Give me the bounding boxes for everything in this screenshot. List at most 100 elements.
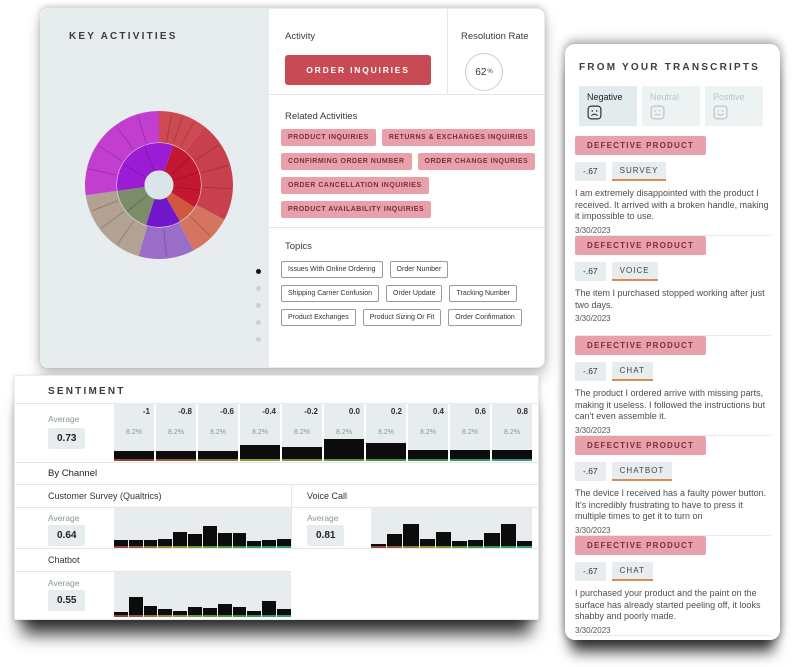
- histogram-column: [262, 508, 277, 548]
- transcript-topic-chip[interactable]: DEFECTIVE PRODUCT: [575, 436, 707, 455]
- sunburst-segment[interactable]: [146, 197, 180, 227]
- histogram-column: -0.6 8.2%: [198, 403, 238, 461]
- histogram-column: [277, 508, 291, 548]
- sunburst-segment[interactable]: [163, 145, 201, 208]
- sunburst-segment[interactable]: [159, 111, 205, 152]
- topic-pill[interactable]: Order Confirmation: [448, 309, 522, 326]
- axis-tick-label: -0.4: [262, 407, 276, 416]
- topic-pill[interactable]: Order Update: [386, 285, 443, 302]
- carousel-dot[interactable]: [256, 303, 261, 308]
- tab-positive[interactable]: Positive: [705, 86, 763, 126]
- topic-pill[interactable]: Tracking Number: [449, 285, 517, 302]
- carousel-dot[interactable]: [256, 320, 261, 325]
- channel-name-survey: Customer Survey (Qualtrics): [48, 491, 162, 501]
- histogram-column: 0.2 8.2%: [366, 403, 406, 461]
- axis-tick-label: 0.8: [516, 407, 528, 416]
- related-activity-pill[interactable]: PRODUCT INQUIRIES: [281, 129, 376, 146]
- sunburst-segment[interactable]: [117, 187, 155, 225]
- carousel-dot[interactable]: [256, 269, 261, 274]
- carousel-dot[interactable]: [256, 286, 261, 291]
- histogram-bar-color-strip: [217, 546, 232, 548]
- transcript-topic-chip[interactable]: DEFECTIVE PRODUCT: [575, 336, 707, 355]
- histogram-bar-color-strip: [419, 546, 435, 548]
- topic-pill[interactable]: Product Exchanges: [281, 309, 356, 326]
- sunburst-segment[interactable]: [117, 142, 174, 191]
- topic-pill[interactable]: Shipping Carrier Confusion: [281, 285, 380, 302]
- histogram-bar-color-strip: [492, 459, 532, 461]
- related-activity-pill[interactable]: ORDER CHANGE INQURIES: [417, 153, 536, 170]
- histogram-column: [158, 572, 173, 617]
- sunburst-segment-divider: [98, 145, 123, 162]
- activities-sunburst-chart[interactable]: [83, 109, 235, 261]
- related-activity-pill[interactable]: CONFIRMING ORDER NUMBER: [281, 153, 412, 170]
- histogram-bar-color-strip: [128, 615, 143, 617]
- divider: [269, 227, 544, 228]
- sunburst-segment-divider: [166, 114, 172, 142]
- channel-badge: VOICE: [611, 262, 658, 281]
- histogram-bar-color-strip: [173, 615, 188, 617]
- related-activity-pill[interactable]: ORDER CANCELLATION INQUIRIES: [281, 177, 429, 194]
- divider: [15, 571, 291, 572]
- transcript-text: I purchased your product and the paint o…: [575, 588, 761, 622]
- sunburst-segment-divider: [88, 168, 117, 176]
- histogram-column: -1 8.2%: [114, 403, 154, 461]
- sunburst-segment-divider: [179, 121, 195, 147]
- tab-neutral[interactable]: Neutral: [642, 86, 700, 126]
- by-channel-label: By Channel: [48, 468, 98, 479]
- tab-label: Negative: [587, 92, 623, 102]
- sunburst-segment[interactable]: [166, 192, 195, 222]
- sunburst-segment[interactable]: [138, 222, 194, 259]
- average-label: Average: [48, 578, 80, 588]
- sunburst-segment[interactable]: [185, 126, 234, 220]
- sentiment-score-badge: -.67: [575, 462, 606, 481]
- order-inquiries-button[interactable]: ORDER INQUIRIES: [285, 55, 431, 85]
- histogram-bar-color-strip: [114, 546, 128, 548]
- sunburst-segment[interactable]: [178, 204, 225, 251]
- histogram-bar: [217, 533, 232, 546]
- sunburst-segment-divider: [189, 215, 211, 237]
- histogram-bar-color-strip: [262, 546, 277, 548]
- transcript-topic-chip[interactable]: DEFECTIVE PRODUCT: [575, 136, 707, 155]
- related-activity-pill[interactable]: RETURNS & EXCHANGES INQUIRIES: [381, 129, 536, 146]
- histogram-bar: [156, 451, 196, 459]
- histogram-bar: [277, 539, 291, 546]
- sunburst-segment-divider: [201, 164, 229, 174]
- histogram-bar: [247, 611, 262, 615]
- sunburst-segment-divider: [172, 116, 183, 144]
- bin-percent-label: 8.2%: [252, 429, 268, 436]
- sunburst-segment[interactable]: [85, 111, 159, 196]
- sentiment-score-badge: -.67: [575, 562, 606, 581]
- topic-pill[interactable]: Order Number: [389, 261, 449, 278]
- histogram-bar: [468, 540, 484, 546]
- histogram-bar: [232, 607, 247, 615]
- topic-pill[interactable]: Product Sizing Or Fit: [362, 309, 442, 326]
- survey-histogram: [114, 508, 291, 548]
- transcript-topic-chip[interactable]: DEFECTIVE PRODUCT: [575, 536, 707, 555]
- histogram-column: [403, 508, 419, 548]
- histogram-bar-color-strip: [387, 546, 403, 548]
- resolution-rate-unit: %: [487, 69, 493, 75]
- histogram-bar: [158, 609, 173, 615]
- transcript-card: DEFECTIVE PRODUCT -.67 VOICE The item I pur…: [575, 236, 771, 336]
- chatbot-histogram: [114, 572, 291, 617]
- bin-percent-label: 8.2%: [420, 429, 436, 436]
- sunburst-segment[interactable]: [85, 190, 148, 257]
- sentiment-score-badge: -.67: [575, 162, 606, 181]
- histogram-bar-color-strip: [484, 546, 500, 548]
- sunburst-segment-divider: [144, 146, 154, 171]
- transcript-topic-chip[interactable]: DEFECTIVE PRODUCT: [575, 236, 707, 255]
- transcript-badges: -.67 CHAT: [575, 362, 653, 381]
- transcript-badges: -.67 VOICE: [575, 262, 658, 281]
- related-activity-pill[interactable]: PRODUCT AVAILABILITY INQUIRIES: [281, 201, 432, 218]
- sunburst-segment-divider: [163, 228, 167, 257]
- tab-negative[interactable]: Negative: [579, 86, 637, 126]
- histogram-bar: [188, 607, 202, 615]
- sentiment-distribution-histogram: -1 8.2% -0.8 8.2% -0.6 8.2% -0.4 8.2% -0.2 8.2% 0.…: [114, 403, 532, 461]
- topic-pill[interactable]: Issues With Online Ordering: [281, 261, 383, 278]
- divider: [15, 462, 538, 463]
- histogram-bar: [217, 604, 232, 615]
- carousel-dot[interactable]: [256, 337, 261, 342]
- histogram-bar: [202, 608, 217, 615]
- histogram-bar-color-strip: [500, 546, 516, 548]
- divider: [15, 484, 538, 485]
